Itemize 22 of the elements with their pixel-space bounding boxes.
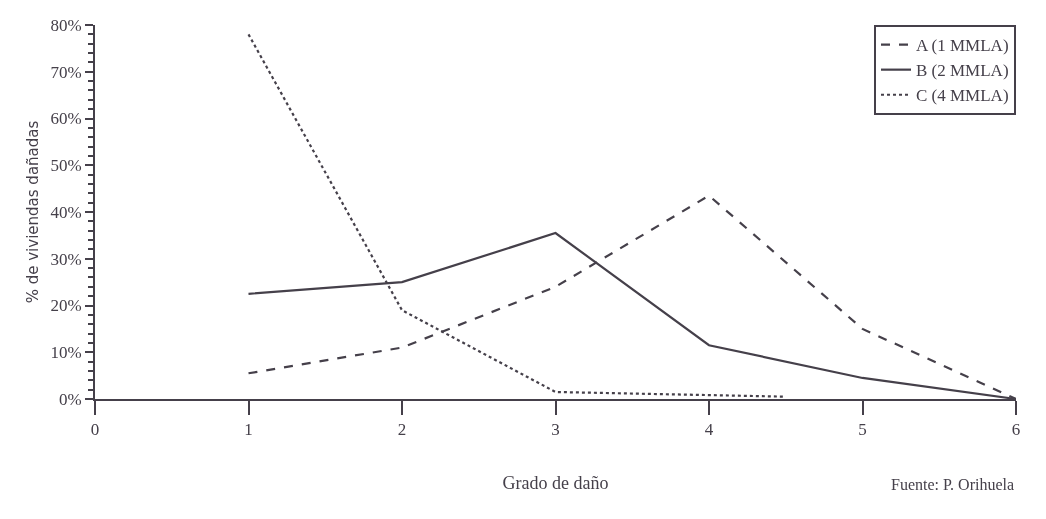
x-tick-label: 0 (90, 420, 100, 440)
x-tick-label: 4 (704, 420, 714, 440)
x-tick-label: 3 (551, 420, 560, 440)
y-tick-label: 30% (50, 249, 82, 269)
y-tick-label: 0% (58, 389, 82, 409)
y-axis-title: % de viviendas dañadas (24, 120, 43, 304)
y-tick-label: 80% (50, 15, 82, 35)
legend-label: A (1 MMLA) (916, 36, 1009, 56)
legend-label: C (4 MMLA) (916, 86, 1009, 106)
y-tick-label: 20% (50, 296, 82, 316)
x-tick-label: 1 (244, 420, 253, 440)
x-tick-label: 6 (1011, 420, 1021, 440)
x-tick-label: 2 (397, 420, 407, 440)
y-tick-label: 60% (50, 109, 82, 129)
y-tick-label: 10% (50, 343, 82, 363)
legend-label: B (2 MMLA) (916, 61, 1009, 81)
source-note: Fuente: P. Orihuela (891, 476, 1015, 493)
x-tick-label: 5 (858, 420, 867, 440)
y-tick-label: 40% (50, 202, 82, 222)
y-tick-label: 70% (50, 62, 82, 82)
y-tick-label: 50% (50, 156, 82, 176)
x-axis-title: Grado de daño (502, 473, 609, 493)
